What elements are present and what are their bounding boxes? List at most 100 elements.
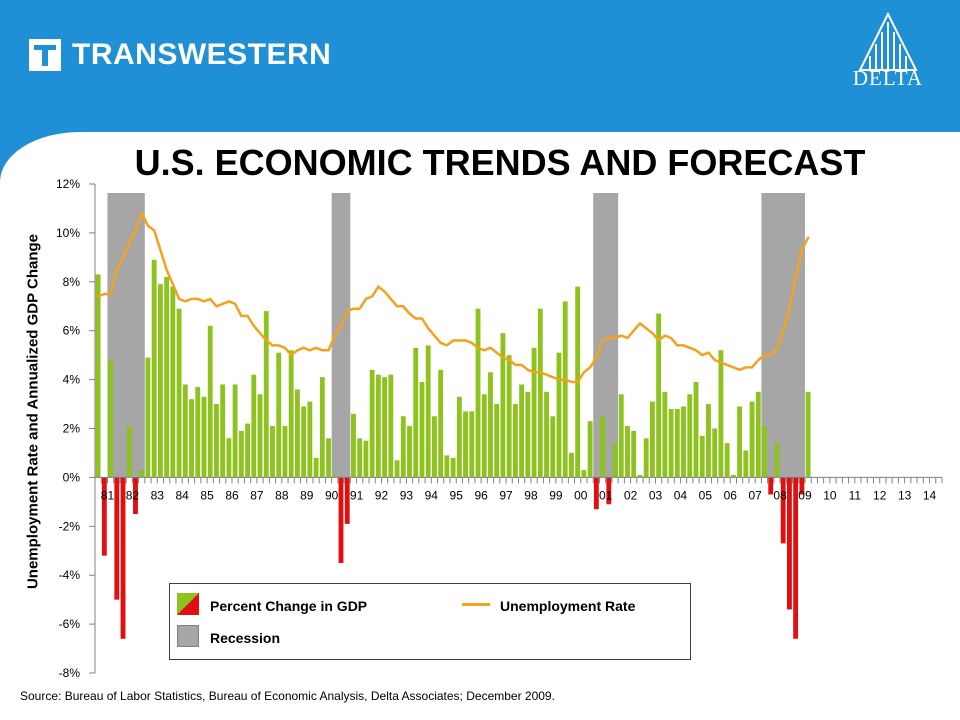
gdp-bar (257, 394, 263, 478)
gdp-bar (494, 404, 500, 478)
gdp-bar (407, 426, 412, 478)
gdp-bar (170, 286, 176, 478)
x-tick-label: 14 (923, 488, 937, 502)
gdp-bar (774, 443, 780, 478)
delta-logo-icon (858, 12, 918, 71)
x-tick-label: 85 (200, 488, 214, 502)
gdp-bar (749, 401, 755, 478)
gdp-bar (475, 308, 481, 478)
gdp-bar (481, 394, 487, 478)
gdp-bar (637, 474, 643, 478)
x-tick-label: 07 (748, 488, 762, 502)
gdp-bar (687, 394, 693, 478)
gdp-bar (419, 382, 425, 478)
gdp-bar (706, 404, 711, 478)
transwestern-logo-icon (29, 39, 61, 71)
gdp-bar (139, 470, 145, 478)
gdp-bar (762, 426, 767, 478)
recession-band (331, 193, 351, 478)
chart-axes: 12% 10% 8% 6% 4% 2% 0% -2% -4% -6% -8% 81 82 83 84 85 86… (56, 177, 943, 680)
gdp-bar (768, 477, 774, 495)
x-tick-label: 83 (151, 488, 165, 502)
gdp-bar (438, 369, 444, 478)
x-tick-label: 13 (898, 488, 912, 502)
gdp-bar (294, 389, 300, 478)
gdp-bars (95, 259, 811, 639)
gdp-bar (388, 374, 394, 478)
legend-unemployment-label: Unemployment Rate (500, 598, 636, 614)
gdp-bar (382, 377, 388, 478)
y-tick-label: 6% (63, 324, 81, 338)
legend: Percent Change in GDP Unemployment Rate … (169, 583, 691, 660)
legend-gdp-label: Percent Change in GDP (210, 598, 368, 614)
gdp-bar (282, 426, 288, 478)
gdp-bar (214, 404, 219, 478)
x-tick-label: 90 (325, 488, 339, 502)
gdp-bar (606, 477, 612, 505)
x-tick-label: 00 (574, 488, 588, 502)
gdp-bar (463, 411, 468, 478)
y-tick-label: 0% (63, 470, 81, 484)
gdp-bar (332, 474, 338, 478)
gdp-bar (793, 477, 799, 639)
gdp-bar (145, 357, 151, 478)
gdp-bar (755, 391, 761, 478)
y-tick-label: 10% (56, 226, 80, 240)
partner-name: DELTA (852, 66, 924, 90)
gdp-bar (531, 347, 537, 478)
x-tick-label: 05 (699, 488, 713, 502)
gdp-bar (612, 443, 618, 478)
gdp-bar (668, 408, 674, 478)
gdp-bar (95, 274, 101, 478)
x-tick-label: 97 (499, 488, 513, 502)
gdp-bar (625, 426, 630, 478)
gdp-bar (805, 391, 811, 478)
legend-unemployment-swatch (462, 603, 490, 606)
gdp-bar (344, 477, 350, 524)
gdp-bar (369, 369, 375, 478)
gdp-bar (512, 404, 518, 478)
y-tick-label: 4% (63, 373, 81, 387)
gdp-bar (245, 423, 251, 478)
gdp-bar (157, 284, 163, 478)
gdp-bar (587, 421, 593, 478)
gdp-bar (220, 384, 226, 478)
brand-name: TRANSWESTERN (72, 38, 332, 71)
gdp-bar (712, 428, 718, 478)
x-tick-label: 82 (126, 488, 140, 502)
x-tick-label: 12 (873, 488, 887, 502)
x-tick-label: 89 (300, 488, 314, 502)
gdp-bar (799, 477, 805, 495)
gdp-bar (120, 477, 126, 639)
gdp-bar (226, 438, 232, 478)
gdp-bar (693, 382, 699, 478)
recession-band (761, 193, 805, 478)
gdp-bar (351, 413, 356, 478)
gdp-bar (126, 426, 132, 478)
gdp-bar (500, 333, 506, 478)
x-tick-label: 99 (549, 488, 563, 502)
x-tick-label: 08 (773, 488, 787, 502)
gdp-bar (307, 401, 313, 478)
unemployment-series-line (96, 212, 810, 384)
legend-gdp-swatch (177, 593, 199, 615)
gdp-bar (207, 325, 213, 478)
y-tick-label: 12% (56, 177, 80, 191)
x-tick-label: 95 (450, 488, 464, 502)
gdp-bar (724, 443, 730, 478)
gdp-bar (394, 460, 400, 478)
x-tick-label: 93 (400, 488, 414, 502)
gdp-bar (718, 350, 724, 478)
gdp-bar (730, 474, 736, 478)
gdp-bar (506, 355, 512, 478)
x-tick-label: 10 (823, 488, 837, 502)
x-tick-label: 86 (225, 488, 239, 502)
gdp-bar (456, 396, 462, 478)
gdp-bar (581, 470, 587, 478)
x-tick-label: 04 (674, 488, 688, 502)
gdp-bar (643, 438, 649, 478)
gdp-bar (569, 452, 574, 478)
x-tick-label: 91 (350, 488, 364, 502)
gdp-bar (251, 374, 257, 478)
y-tick-label: -8% (59, 666, 81, 680)
